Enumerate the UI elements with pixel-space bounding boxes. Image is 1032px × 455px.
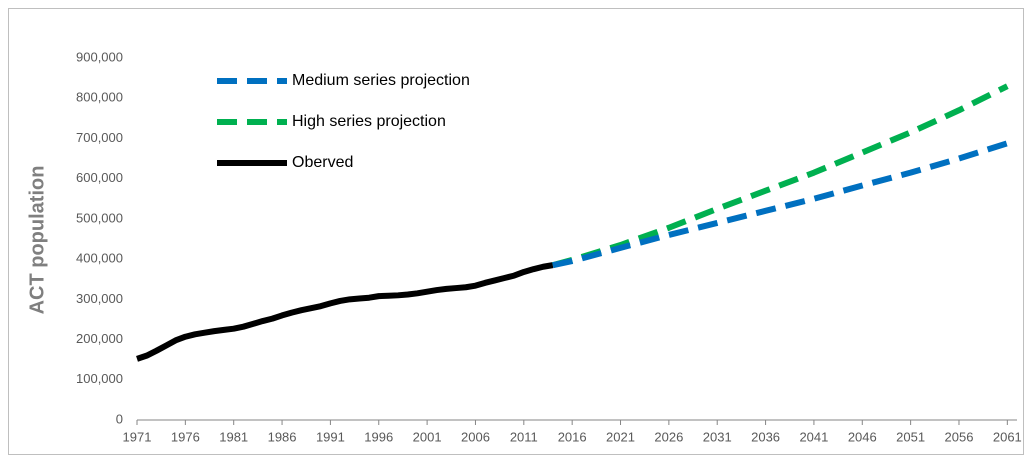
x-tick-label: 2006 [461,429,490,444]
chart-border [8,8,1024,455]
y-tick-label: 0 [116,411,123,426]
legend: Medium series projection High series proj… [217,72,470,171]
y-tick-label: 500,000 [76,210,123,225]
legend-label: Oberved [292,154,353,171]
x-tick-label: 2011 [510,429,538,444]
x-tick-label: 2016 [558,429,587,444]
y-tick-label: 700,000 [76,130,123,145]
y-tick-label: 900,000 [76,49,123,64]
x-tick-label: 2021 [606,429,635,444]
series-line [552,140,1009,269]
x-tick-label: 2031 [703,429,732,444]
y-tick-label: 400,000 [76,251,123,266]
x-tick-label: 2036 [751,429,780,444]
y-tick-label: 800,000 [76,90,123,105]
x-tick-label: 1996 [364,429,393,444]
x-tick-label: 2026 [654,429,683,444]
y-tick-label: 600,000 [76,170,123,185]
x-tick-label: 2046 [848,429,877,444]
y-tick-label: 100,000 [76,371,123,386]
y-tick-label: 200,000 [76,331,123,346]
legend-label: Medium series projection [292,72,470,89]
x-tick-label: 2041 [799,429,828,444]
x-tick-label: 1971 [123,429,152,444]
x-tick-label: 1981 [219,429,248,444]
legend-label: High series projection [292,113,446,130]
x-tick-label: 1986 [268,429,297,444]
x-tick-label: 1976 [171,429,200,444]
y-axis-title: ACT population [26,166,48,315]
x-tick-label: 1991 [316,429,345,444]
x-tick-label: 2061 [993,429,1022,444]
x-tick-label: 2056 [945,429,974,444]
y-tick-label: 300,000 [76,291,123,306]
series-line [136,262,554,362]
series-line [552,83,1009,269]
x-tick-label: 2001 [413,429,442,444]
x-tick-label: 2051 [896,429,925,444]
